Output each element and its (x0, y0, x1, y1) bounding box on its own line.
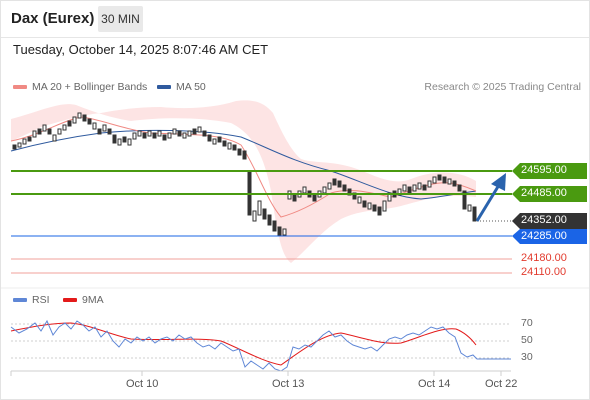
instrument-title: Dax (Eurex) (11, 10, 95, 27)
x-label-oct10: Oct 10 (126, 378, 159, 390)
r1-tag (512, 186, 587, 202)
rsi-ma-line (10, 322, 477, 366)
ma50-label: MA 50 (176, 81, 206, 93)
candlesticks (12, 112, 477, 236)
ma20-swatch (13, 85, 27, 90)
rsi-level-30: 30 (521, 351, 533, 363)
ma9-label: 9MA (82, 294, 104, 306)
legend-ma50: MA 50 (157, 81, 206, 93)
r2-price-label: 24595.00 (521, 164, 567, 176)
ma50-swatch (157, 85, 171, 90)
chart-datetime: Tuesday, October 14, 2025 8:07:46 AM CET (13, 42, 269, 57)
legend-9ma: 9MA (63, 294, 104, 306)
timeframe-button[interactable]: 30 MIN (98, 6, 143, 32)
pivot-price-label: 24285.00 (521, 230, 567, 242)
rsi-level-50: 50 (521, 334, 533, 346)
chart-header: Dax (Eurex) 30 MIN (1, 1, 589, 38)
legend-rsi: RSI (13, 294, 50, 306)
r1-price-label: 24485.00 (521, 187, 567, 199)
bollinger-band (11, 100, 476, 263)
last-price-label: 24352.00 (521, 214, 567, 226)
last-price-tag (512, 213, 587, 229)
rsi-level-70: 70 (521, 317, 533, 329)
forecast-arrow-shaft (475, 184, 501, 222)
x-label-oct14: Oct 14 (418, 378, 451, 390)
legend-ma20: MA 20 + Bollinger Bands (13, 81, 147, 93)
s1-price-label: 24180.00 (521, 252, 567, 264)
ma20-label: MA 20 + Bollinger Bands (32, 81, 148, 93)
ma50-line (10, 129, 477, 200)
s2-price-label: 24110.00 (521, 266, 567, 278)
forecast-arrow-head (491, 173, 506, 191)
x-label-oct22: Oct 22 (485, 378, 518, 390)
pivot-tag (512, 229, 587, 244)
research-credit: Research © 2025 Trading Central (424, 81, 581, 93)
rsi-line (10, 319, 511, 372)
ma9-swatch (63, 298, 77, 303)
rsi-label: RSI (32, 294, 50, 306)
rsi-swatch (13, 298, 27, 303)
x-label-oct13: Oct 13 (272, 378, 305, 390)
r2-tag (512, 163, 587, 179)
